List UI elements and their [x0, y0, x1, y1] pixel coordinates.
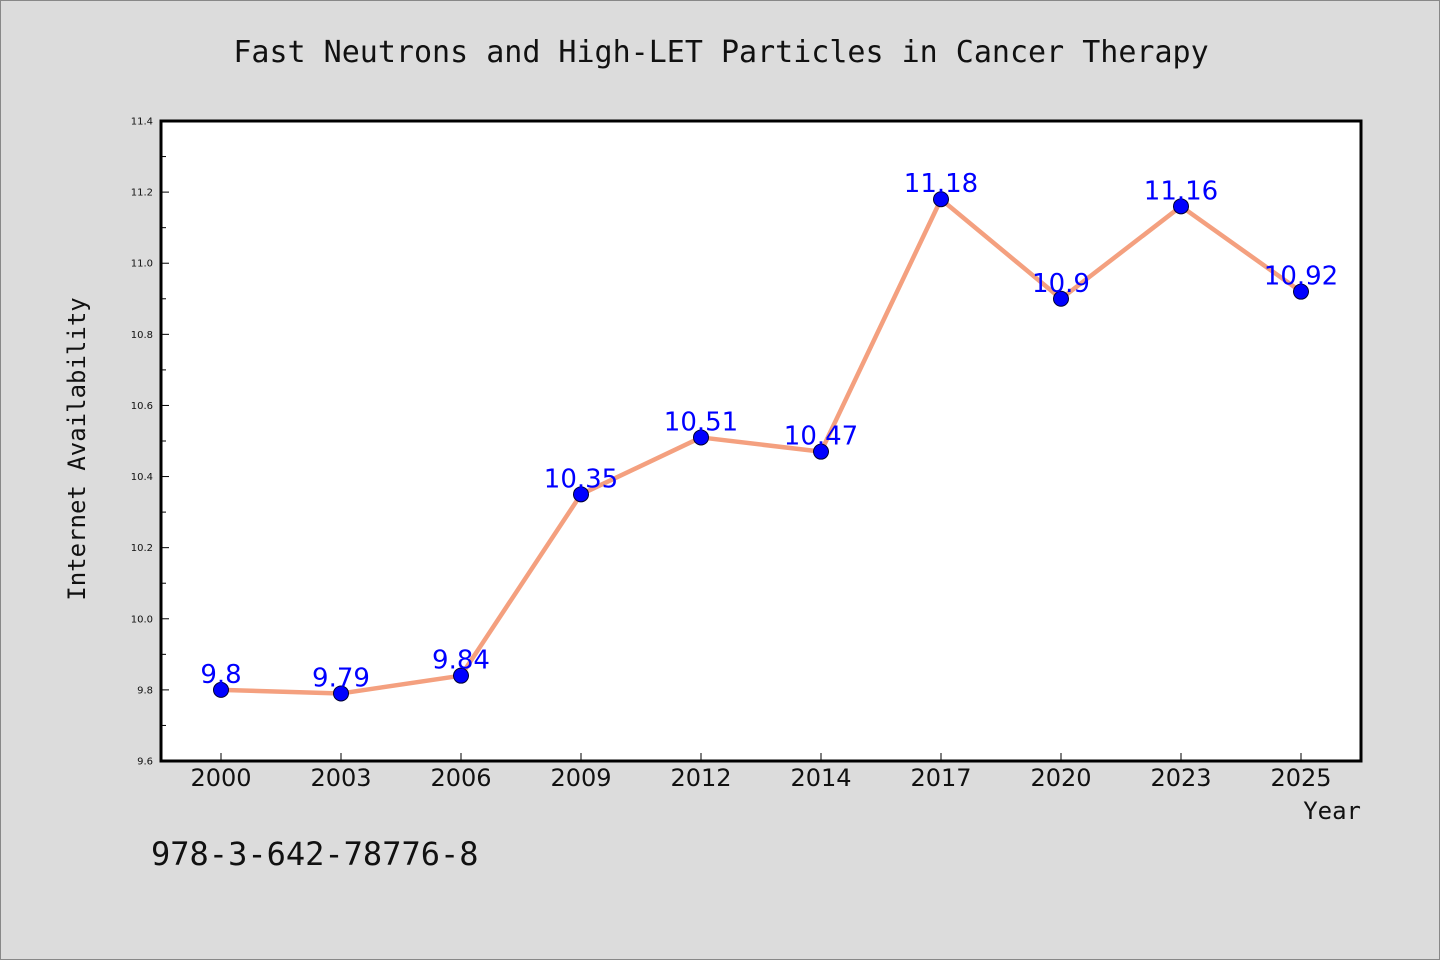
data-point	[813, 443, 829, 460]
x-tick-label: 2009	[550, 764, 611, 792]
x-tick-label: 2020	[1030, 764, 1091, 792]
chart-title: Fast Neutrons and High-LET Particles in …	[233, 35, 1209, 70]
data-point	[213, 681, 229, 698]
data-label: 10.9	[1032, 269, 1090, 299]
plot-frame	[159, 119, 1363, 763]
y-tick-label: 10.4	[131, 472, 153, 483]
data-point	[1053, 290, 1069, 307]
data-point	[1173, 198, 1189, 215]
x-tick-label: 2023	[1150, 764, 1211, 792]
data-label: 10.51	[664, 407, 738, 437]
data-point	[573, 486, 589, 503]
x-tick-label: 2006	[430, 764, 491, 792]
x-tick-label: 2014	[790, 764, 851, 792]
data-point	[1293, 283, 1309, 300]
x-tick-label: 2000	[190, 764, 251, 792]
data-label: 10.92	[1264, 262, 1338, 292]
y-tick-label: 10.0	[131, 614, 153, 625]
data-label: 10.47	[784, 422, 858, 452]
isbn-footnote: 978-3-642-78776-8	[151, 835, 479, 873]
y-tick-label: 10.8	[131, 330, 153, 341]
data-label: 9.79	[312, 663, 370, 693]
data-point	[453, 667, 469, 684]
data-label: 9.8	[200, 660, 241, 690]
x-axis-label: Year	[1303, 797, 1361, 825]
series-line	[218, 196, 1304, 696]
data-label: 10.35	[544, 464, 618, 494]
data-label: 11.18	[904, 169, 978, 199]
data-point	[333, 685, 349, 702]
x-tick-label: 2003	[310, 764, 371, 792]
y-tick-label: 9.8	[137, 685, 153, 696]
y-tick-label: 11.0	[131, 259, 153, 270]
data-label: 11.16	[1144, 176, 1218, 206]
x-tick-label: 2012	[670, 764, 731, 792]
plot-area	[161, 121, 1361, 761]
x-tick-label: 2017	[910, 764, 971, 792]
data-point	[933, 191, 949, 208]
y-tick-label: 10.2	[131, 543, 153, 554]
y-tick-label: 11.4	[131, 117, 153, 128]
y-tick-label: 10.6	[131, 401, 153, 412]
y-tick-label: 9.6	[137, 757, 153, 768]
y-tick-label: 11.2	[131, 188, 153, 199]
x-tick-label: 2025	[1270, 764, 1331, 792]
data-point	[693, 429, 709, 446]
data-label: 9.84	[432, 646, 490, 676]
